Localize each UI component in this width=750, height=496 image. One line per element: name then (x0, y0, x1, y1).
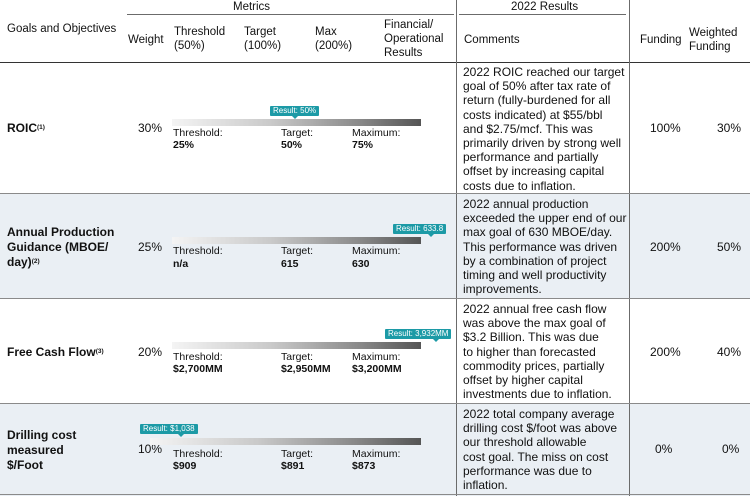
weight-value: 25% (138, 240, 163, 254)
target-value: 615 (281, 258, 299, 270)
threshold-label: Threshold: (173, 448, 223, 460)
row-divider (0, 403, 750, 404)
maximum-label: Maximum: (352, 448, 401, 460)
threshold-label: Threshold: (173, 127, 223, 139)
column-divider-comments (629, 0, 630, 496)
funding-value: 200% (650, 345, 681, 359)
metrics-header-rule (127, 14, 454, 15)
target-value: $2,950MM (281, 363, 331, 375)
threshold-header: Threshold (50%) (174, 26, 226, 52)
row-shading-drilling (0, 404, 750, 496)
result-badge: Result: $1,038 (140, 424, 198, 437)
target-label: Target: (281, 245, 314, 257)
financial-operational-results-header: Financial/ Operational Results (384, 19, 444, 59)
funding-value: 100% (650, 121, 681, 135)
result-badge: Result: 633.8 (393, 224, 447, 237)
header-bottom-rule (0, 62, 750, 63)
weight-value: 10% (138, 442, 163, 456)
comment-text: 2022 ROIC reached our target goal of 50%… (463, 65, 625, 193)
target-label: Target: (281, 351, 314, 363)
funding-value: 200% (650, 240, 681, 254)
maximum-label: Maximum: (352, 127, 401, 139)
comment-text: 2022 total company average drilling cost… (463, 407, 618, 493)
goal-annual-production: Annual Production Guidance (MBOE/ day)(2… (7, 225, 115, 269)
result-badge: Result: 3,932MM (385, 329, 452, 342)
comment-text: 2022 annual production exceeded the uppe… (463, 197, 627, 297)
row-shading-production (0, 194, 750, 298)
max-header: Max (200%) (315, 26, 353, 52)
goal-free-cash-flow: Free Cash Flow(3) (7, 345, 104, 359)
target-value: 50% (281, 139, 303, 151)
result-bar (172, 342, 421, 349)
result-bar (172, 119, 421, 126)
goal-drilling-cost: Drilling cost measured $/Foot (7, 428, 77, 472)
results-2022-header: 2022 Results (511, 1, 579, 13)
result-bar (172, 237, 421, 244)
comments-header: Comments (464, 34, 520, 46)
maximum-value: $3,200MM (352, 363, 402, 375)
weighted-funding-value: 50% (717, 240, 742, 254)
threshold-label: Threshold: (173, 245, 223, 257)
metrics-header: Metrics (233, 1, 271, 13)
threshold-label: Threshold: (173, 351, 223, 363)
weighted-funding-header: Weighted Funding (689, 27, 738, 53)
maximum-label: Maximum: (352, 351, 401, 363)
goal-roic: ROIC(1) (7, 121, 45, 135)
weight-value: 30% (138, 121, 163, 135)
column-divider-metrics (456, 0, 457, 496)
maximum-value: $873 (352, 460, 376, 472)
threshold-value: $909 (173, 460, 197, 472)
weighted-funding-value: 0% (722, 442, 740, 456)
threshold-value: n/a (173, 258, 189, 270)
row-divider (0, 298, 750, 299)
target-label: Target: (281, 448, 314, 460)
row-divider (0, 193, 750, 194)
target-label: Target: (281, 127, 314, 139)
maximum-value: 75% (352, 139, 374, 151)
goals-objectives-header: Goals and Objectives (7, 23, 117, 35)
maximum-value: 630 (352, 258, 370, 270)
weighted-funding-value: 30% (717, 121, 742, 135)
funding-header: Funding (640, 34, 682, 46)
result-bar (150, 438, 421, 445)
results-header-rule (459, 14, 626, 15)
funding-value: 0% (655, 442, 673, 456)
weighted-funding-value: 40% (717, 345, 742, 359)
result-badge: Result: 50% (270, 106, 320, 119)
target-header: Target (100%) (244, 26, 282, 52)
row-divider (0, 494, 750, 495)
maximum-label: Maximum: (352, 245, 401, 257)
target-value: $891 (281, 460, 305, 472)
weight-header: Weight (128, 34, 164, 46)
weight-value: 20% (138, 345, 163, 359)
comment-text: 2022 annual free cash flow was above the… (463, 302, 612, 402)
threshold-value: 25% (173, 139, 195, 151)
threshold-value: $2,700MM (173, 363, 223, 375)
